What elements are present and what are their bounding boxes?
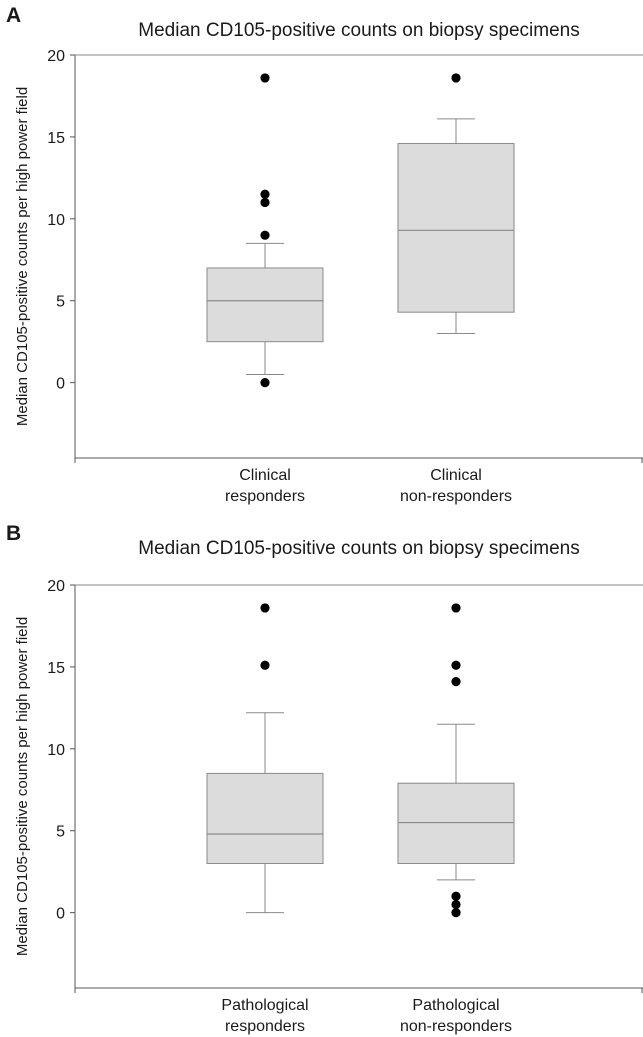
- y-tick-label: 10: [47, 742, 65, 759]
- y-tick-label: 5: [56, 294, 65, 311]
- box-plot: 0 5 10 15 20 Pathological responders Pathologic…: [47, 578, 643, 1035]
- iqr-box: [206, 772, 324, 864]
- panel-label: B: [6, 522, 22, 545]
- outlier-point: [451, 908, 461, 918]
- outlier-point: [451, 899, 461, 910]
- outlier-point: [451, 603, 461, 613]
- x-category-label: Clinical: [430, 467, 482, 484]
- outlier-point: [451, 891, 461, 901]
- outlier-point: [260, 189, 270, 199]
- y-tick-label: 0: [56, 906, 65, 923]
- iqr-box: [397, 782, 515, 864]
- outlier-point: [260, 603, 270, 613]
- x-category-label: Pathological: [412, 997, 499, 1014]
- outlier-point: [260, 378, 270, 388]
- iqr-box: [397, 142, 515, 313]
- chart-title: Median CD105-positive counts on biopsy s…: [138, 538, 580, 559]
- x-category-label: Pathological: [221, 997, 308, 1014]
- x-category-label: non-responders: [400, 488, 512, 505]
- x-category-label: responders: [225, 1018, 305, 1035]
- y-tick-label: 10: [47, 212, 65, 229]
- y-tick-label: 20: [47, 578, 65, 595]
- y-tick-label: 5: [56, 824, 65, 841]
- y-tick-label: 20: [47, 48, 65, 65]
- panel-label: A: [6, 4, 22, 27]
- x-category-label: non-responders: [400, 1018, 512, 1035]
- outlier-point: [260, 73, 270, 83]
- outlier-point: [260, 230, 270, 240]
- outlier-point: [451, 73, 461, 83]
- chart-panel-b: B Median CD105-positive counts on biopsy…: [0, 518, 643, 1037]
- chart-title: Median CD105-positive counts on biopsy s…: [138, 20, 580, 41]
- outlier-point: [451, 660, 461, 670]
- box-plot: 0 5 10 15 20 Clinical responders Clinical non-re…: [47, 48, 643, 505]
- chart-panel-a: A Median CD105-positive counts on biopsy…: [6, 4, 643, 505]
- x-category-label: responders: [225, 488, 305, 505]
- outlier-point: [260, 197, 270, 208]
- x-category-label: Clinical: [239, 467, 291, 484]
- outlier-point: [260, 660, 270, 670]
- iqr-box: [206, 267, 324, 343]
- y-tick-label: 15: [47, 660, 65, 677]
- y-tick-label: 0: [56, 376, 65, 393]
- outlier-point: [451, 677, 461, 687]
- y-tick-label: 15: [47, 130, 65, 147]
